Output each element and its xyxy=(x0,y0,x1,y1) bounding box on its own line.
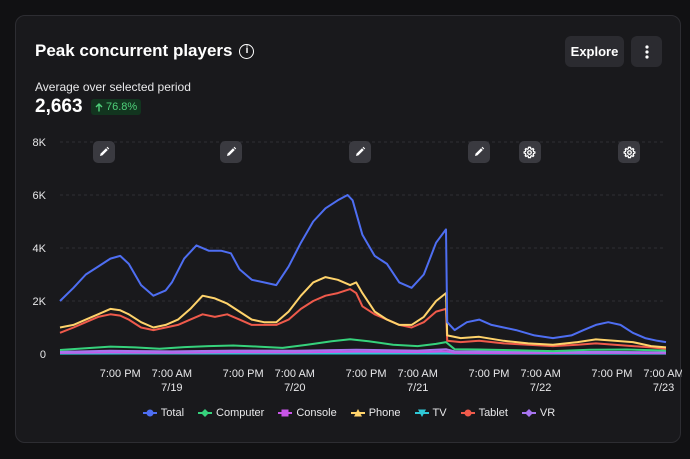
series-line-total xyxy=(59,194,667,344)
y-tick-label: 6K xyxy=(33,190,47,202)
change-badge-value: 76.8% xyxy=(106,101,138,113)
legend-item-total[interactable]: Total xyxy=(142,407,185,419)
x-tick-label: 7:00 AM xyxy=(643,368,682,380)
legend-swatch xyxy=(414,408,429,418)
explore-button[interactable]: Explore xyxy=(565,36,624,67)
x-tick-label: 7:00 PM xyxy=(100,368,141,380)
y-tick-label: 4K xyxy=(33,243,47,255)
average-label: Average over selected period xyxy=(35,80,191,94)
x-tick-date-label: 7/23 xyxy=(653,382,674,394)
annotation-gear-button[interactable] xyxy=(618,141,641,163)
chart-series xyxy=(59,194,667,355)
arrow-up-icon xyxy=(95,102,103,111)
legend-item-console[interactable]: Console xyxy=(278,407,337,419)
gear-icon xyxy=(523,146,536,159)
annotation-pencil-button[interactable] xyxy=(93,141,116,163)
x-tick-label: 7:00 AM xyxy=(398,368,438,380)
x-tick-label: 7:00 AM xyxy=(520,368,560,380)
change-badge: 76.8% xyxy=(91,99,142,115)
series-line-vr xyxy=(59,348,667,354)
x-tick-label: 7:00 PM xyxy=(469,368,510,380)
gear-icon xyxy=(623,146,636,159)
average-value: 2,663 xyxy=(35,96,83,117)
legend-label: Computer xyxy=(216,407,265,419)
chart-legend: Total Computer Console Phone TV Tablet VR xyxy=(16,407,682,419)
y-tick-label: 8K xyxy=(33,137,47,149)
legend-swatch xyxy=(350,408,365,418)
pencil-icon xyxy=(473,146,485,158)
x-tick-label: 7:00 PM xyxy=(223,368,264,380)
legend-label: VR xyxy=(539,407,556,419)
legend-item-tv[interactable]: TV xyxy=(414,407,447,419)
legend-swatch xyxy=(198,408,213,418)
legend-item-vr[interactable]: VR xyxy=(521,407,556,419)
annotation-gear-button[interactable] xyxy=(518,141,541,163)
series-line-tablet xyxy=(59,288,667,350)
legend-label: Phone xyxy=(368,407,401,419)
more-options-button[interactable] xyxy=(631,36,662,67)
x-tick-date-label: 7/19 xyxy=(161,382,182,394)
pencil-icon xyxy=(98,146,110,158)
card-title-text: Peak concurrent players xyxy=(35,41,233,60)
legend-item-phone[interactable]: Phone xyxy=(350,407,401,419)
x-tick-label: 7:00 AM xyxy=(152,368,192,380)
x-tick-date-label: 7/20 xyxy=(284,382,305,394)
y-tick-label: 2K xyxy=(33,296,47,308)
pencil-icon xyxy=(354,146,366,158)
series-line-computer xyxy=(59,338,667,353)
series-line-phone xyxy=(59,276,667,349)
vertical-ellipsis-icon xyxy=(644,44,649,59)
legend-label: TV xyxy=(432,407,447,419)
annotation-pencil-button[interactable] xyxy=(468,141,491,163)
chart-grid xyxy=(60,141,666,355)
x-axis: 7:00 PM 7:00 AM 7/19 7:00 PM 7:00 AM 7/20 7:00… xyxy=(100,368,682,394)
x-tick-date-label: 7/22 xyxy=(530,382,551,394)
chart-card: Peak concurrent players i Explore Averag… xyxy=(15,15,682,443)
card-title: Peak concurrent players i xyxy=(35,41,255,61)
x-tick-label: 7:00 AM xyxy=(275,368,315,380)
y-axis: 0 2K 4K 6K 8K xyxy=(33,137,47,361)
legend-item-tablet[interactable]: Tablet xyxy=(460,407,508,419)
legend-swatch xyxy=(460,408,475,418)
legend-label: Console xyxy=(296,407,337,419)
annotation-pencil-button[interactable] xyxy=(348,141,371,163)
legend-label: Total xyxy=(160,407,185,419)
x-tick-label: 7:00 PM xyxy=(346,368,387,380)
x-tick-label: 7:00 PM xyxy=(591,368,632,380)
info-icon[interactable]: i xyxy=(239,43,255,59)
annotation-pencil-button[interactable] xyxy=(219,141,242,163)
pencil-icon xyxy=(225,146,237,158)
legend-swatch xyxy=(521,408,536,418)
x-tick-date-label: 7/21 xyxy=(407,382,428,394)
legend-swatch xyxy=(278,408,293,418)
legend-swatch xyxy=(142,408,157,418)
y-tick-label: 0 xyxy=(40,349,46,361)
legend-item-computer[interactable]: Computer xyxy=(198,407,264,419)
legend-label: Tablet xyxy=(478,407,508,419)
